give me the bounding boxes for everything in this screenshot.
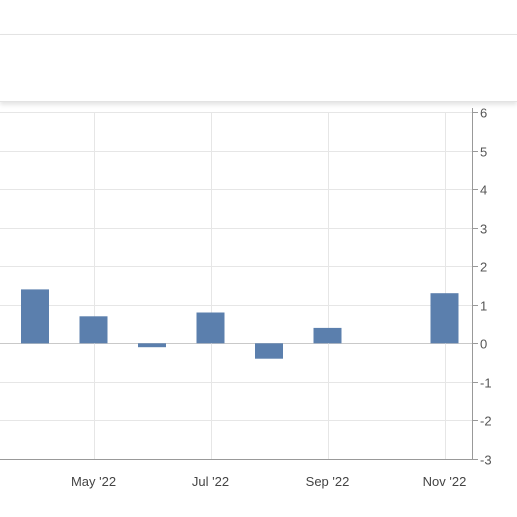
- y-tick-label: 3: [480, 222, 487, 237]
- x-tick-label: Sep '22: [306, 474, 350, 489]
- bar: [21, 289, 49, 344]
- bar: [313, 327, 342, 344]
- y-tick-label: 1: [480, 299, 487, 314]
- bar: [430, 293, 459, 344]
- y-tick-label: 6: [480, 106, 487, 121]
- bar: [196, 312, 225, 344]
- y-tick-label: 4: [480, 183, 487, 198]
- bar: [255, 343, 283, 359]
- y-tick-label: -3: [480, 453, 492, 468]
- chart-header-band: [0, 34, 517, 102]
- y-tick-label: -2: [480, 414, 492, 429]
- x-tick-label: Nov '22: [423, 474, 467, 489]
- y-tick-label: 2: [480, 260, 487, 275]
- x-tick-label: Jul '22: [192, 474, 229, 489]
- x-tick-label: May '22: [71, 474, 116, 489]
- y-tick-label: 5: [480, 145, 487, 160]
- bar: [138, 343, 166, 348]
- y-tick-label: -1: [480, 376, 492, 391]
- bar: [79, 316, 108, 344]
- y-tick-label: 0: [480, 337, 487, 352]
